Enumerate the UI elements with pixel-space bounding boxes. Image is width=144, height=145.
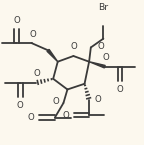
Text: O: O [70, 42, 77, 51]
Text: O: O [28, 113, 35, 122]
Text: O: O [52, 97, 59, 106]
Text: O: O [33, 69, 40, 78]
Text: O: O [94, 95, 101, 104]
Text: O: O [63, 111, 70, 120]
Text: Br: Br [98, 3, 108, 12]
Text: O: O [17, 101, 24, 110]
Text: O: O [102, 53, 109, 62]
Text: O: O [117, 85, 124, 94]
Text: O: O [13, 16, 20, 25]
Text: O: O [98, 42, 105, 51]
Polygon shape [47, 49, 58, 62]
Polygon shape [89, 62, 105, 68]
Text: O: O [29, 30, 36, 39]
